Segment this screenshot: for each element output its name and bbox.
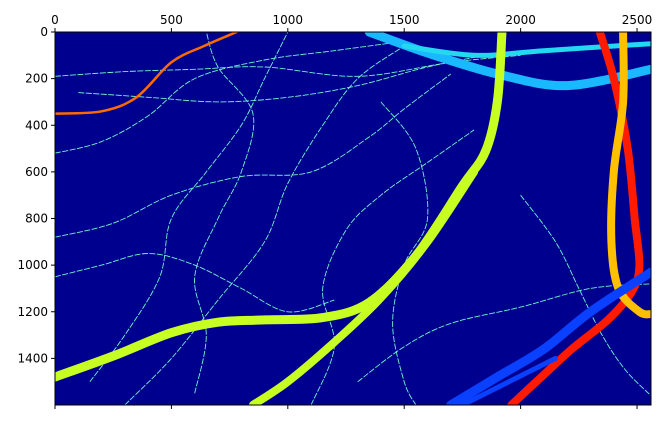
y-tick-label: 1400 — [17, 351, 48, 365]
x-tick-label: 0 — [51, 13, 59, 27]
x-tick-label: 2000 — [505, 13, 536, 27]
streak-line-3 — [124, 45, 405, 405]
x-tick-label: 1000 — [273, 13, 304, 27]
x-axis-bottom — [54, 405, 638, 409]
y-tick-label: 0 — [40, 25, 48, 39]
streak-line-2 — [89, 32, 289, 382]
series-line-6 — [446, 267, 651, 405]
streak-line-8 — [357, 283, 651, 383]
streak-line-9 — [194, 32, 255, 394]
y-tick-label: 800 — [25, 212, 48, 226]
streak-line-1 — [55, 40, 405, 154]
x-tick-label: 1500 — [389, 13, 420, 27]
x-tick-label: 2500 — [622, 13, 653, 27]
y-tick-label: 1000 — [17, 258, 48, 272]
streak-line-5 — [78, 52, 498, 103]
x-axis-top: 0 500 1000 1500 2000 2500 — [51, 13, 652, 32]
series-line-8 — [55, 32, 238, 115]
series-line-5 — [607, 32, 651, 319]
series-line-1 — [401, 41, 651, 58]
thick-series-layer — [55, 32, 651, 405]
y-tick-label: 400 — [25, 118, 48, 132]
y-tick-label: 200 — [25, 72, 48, 86]
streak-line-4 — [55, 73, 452, 238]
series-line-3 — [248, 167, 479, 405]
x-tick-label: 500 — [160, 13, 183, 27]
series-line-2 — [55, 32, 507, 382]
y-tick-label: 1200 — [17, 305, 48, 319]
y-tick-label: 600 — [25, 165, 48, 179]
y-axis: 0 200 400 600 800 1000 1200 1400 — [17, 25, 55, 365]
series-line-7 — [459, 355, 558, 405]
streak-line-10 — [55, 253, 335, 313]
